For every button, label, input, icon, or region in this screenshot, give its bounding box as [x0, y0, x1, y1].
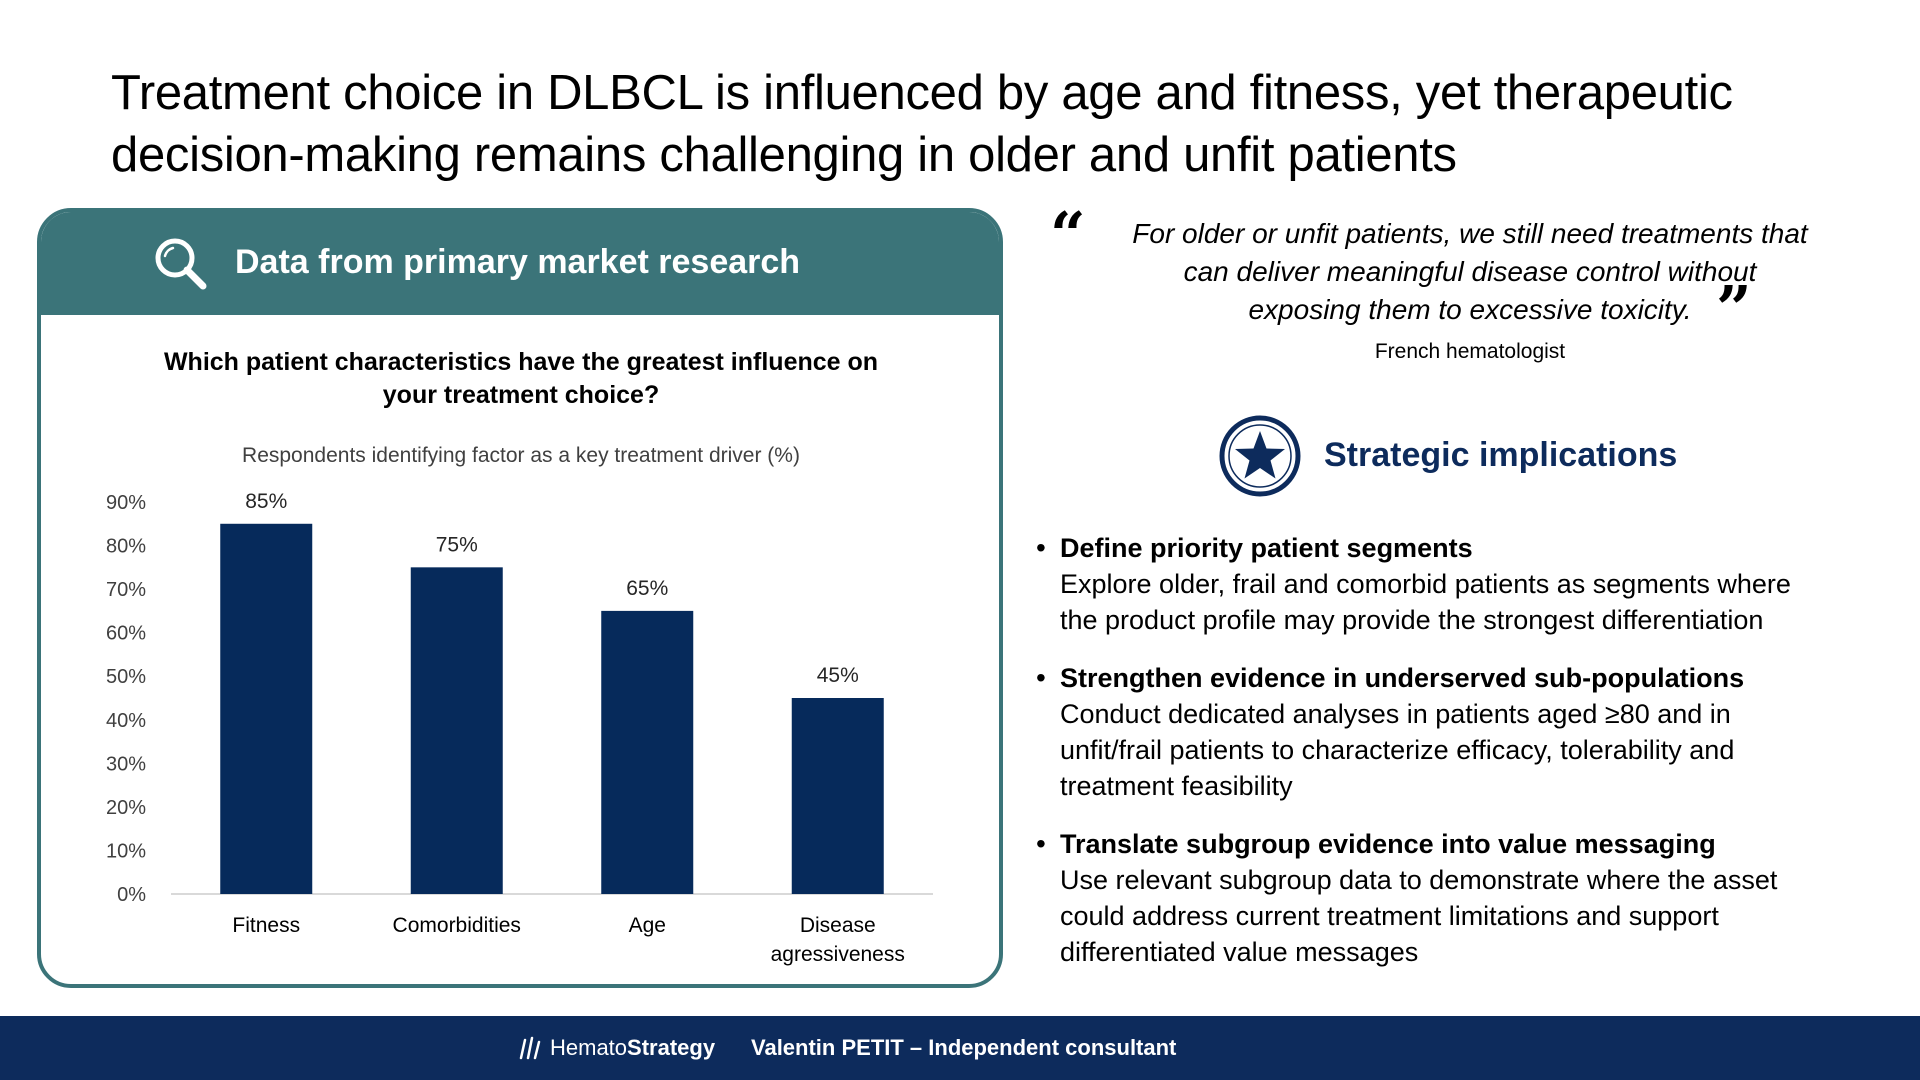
quote-close-mark: ”: [1716, 272, 1752, 345]
implication-body-line: treatment feasibility: [1060, 771, 1293, 801]
market-research-card: Data from primary market research Which …: [37, 208, 1003, 988]
footer-brand: HematoStrategy: [550, 1035, 715, 1061]
x-tick-label: Comorbidities: [393, 914, 521, 937]
bar: [410, 567, 503, 894]
implication-body-line: Use relevant subgroup data to demonstrat…: [1060, 865, 1778, 895]
implication-item: • Translate subgroup evidence into value …: [1036, 826, 1886, 970]
x-tick-label: Disease: [800, 914, 876, 937]
slide-title-line-2: decision-making remains challenging in o…: [111, 128, 1457, 182]
footer-author: Valentin PETIT – Independent consultant: [751, 1035, 1177, 1060]
x-tick-label: Fitness: [232, 914, 300, 937]
bullet-dot: •: [1036, 828, 1046, 859]
implication-heading: Define priority patient segments: [1060, 533, 1473, 563]
implication-item: • Strengthen evidence in underserved sub-…: [1036, 660, 1886, 804]
slide-title: Treatment choice in DLBCL is influenced …: [111, 62, 1831, 186]
x-tick-label: Age: [629, 914, 666, 937]
y-tick-label: 60%: [106, 623, 146, 645]
y-tick-label: 90%: [106, 492, 146, 514]
y-tick-label: 40%: [106, 710, 146, 732]
bar: [601, 610, 694, 894]
implications-list: • Define priority patient segments Explore…: [1036, 530, 1886, 992]
card-header: Data from primary market research: [41, 212, 999, 315]
survey-question: Which patient characteristics have the g…: [101, 346, 941, 412]
y-tick-label: 20%: [106, 797, 146, 819]
data-label: 75%: [436, 533, 478, 556]
footer-brand-bold: Strategy: [627, 1035, 716, 1060]
implication-item: • Define priority patient segments Explore…: [1036, 530, 1886, 638]
implication-heading: Strengthen evidence in underserved sub-p…: [1060, 663, 1745, 693]
quote-open-mark: “: [1050, 198, 1086, 271]
star-icon: [1219, 415, 1301, 497]
quote-line-2: can deliver meaningful disease control w…: [1183, 256, 1757, 287]
implications-title: Strategic implications: [1324, 436, 1678, 474]
implication-body-line: Conduct dedicated analyses in patients a…: [1060, 699, 1731, 729]
y-tick-label: 0%: [117, 884, 146, 906]
chart-subtitle: Respondents identifying factor as a key …: [242, 444, 800, 467]
y-tick-label: 10%: [106, 840, 146, 862]
footer: HematoStrategy Valentin PETIT – Independ…: [0, 1016, 1920, 1080]
quote-line-3: exposing them to excessive toxicity.: [1248, 294, 1692, 325]
survey-question-line-1: Which patient characteristics have the g…: [163, 348, 879, 376]
search-icon: [155, 238, 207, 290]
y-tick-label: 50%: [106, 666, 146, 688]
data-label: 65%: [626, 577, 668, 600]
quote-line-1: For older or unfit patients, we still ne…: [1132, 218, 1808, 249]
card-header-title: Data from primary market research: [235, 243, 801, 281]
y-tick-label: 80%: [106, 536, 146, 558]
implication-body-line: Explore older, frail and comorbid patien…: [1060, 569, 1791, 599]
data-label: 45%: [817, 664, 859, 687]
implication-body-line: could address current treatment limitati…: [1060, 901, 1719, 931]
bullet-dot: •: [1036, 662, 1046, 693]
implication-body-line: the product profile may provide the stro…: [1060, 605, 1764, 635]
slide-title-line-1: Treatment choice in DLBCL is influenced …: [111, 66, 1733, 120]
quote-author: French hematologist: [1374, 340, 1566, 363]
implication-body-line: unfit/frail patients to characterize eff…: [1060, 735, 1735, 765]
bullet-dot: •: [1036, 532, 1046, 563]
quote-text: For older or unfit patients, we still ne…: [1080, 215, 1860, 329]
bar: [791, 698, 884, 894]
footer-brand-light: Hemato: [550, 1035, 628, 1060]
data-label: 85%: [245, 490, 287, 513]
bar: [220, 523, 313, 894]
implication-body-line: differentiated value messages: [1060, 937, 1419, 967]
y-tick-label: 30%: [106, 753, 146, 775]
survey-question-line-2: your treatment choice?: [382, 381, 660, 409]
y-tick-label: 70%: [106, 579, 146, 601]
bar-chart: 0% 10% 20% 30% 40% 50% 60% 70% 80% 90% 85% Fitness 7…: [106, 490, 933, 966]
implication-heading: Translate subgroup evidence into value m…: [1060, 829, 1716, 859]
x-tick-label: agressiveness: [771, 943, 905, 966]
logo-slashes-icon: [519, 1036, 541, 1060]
